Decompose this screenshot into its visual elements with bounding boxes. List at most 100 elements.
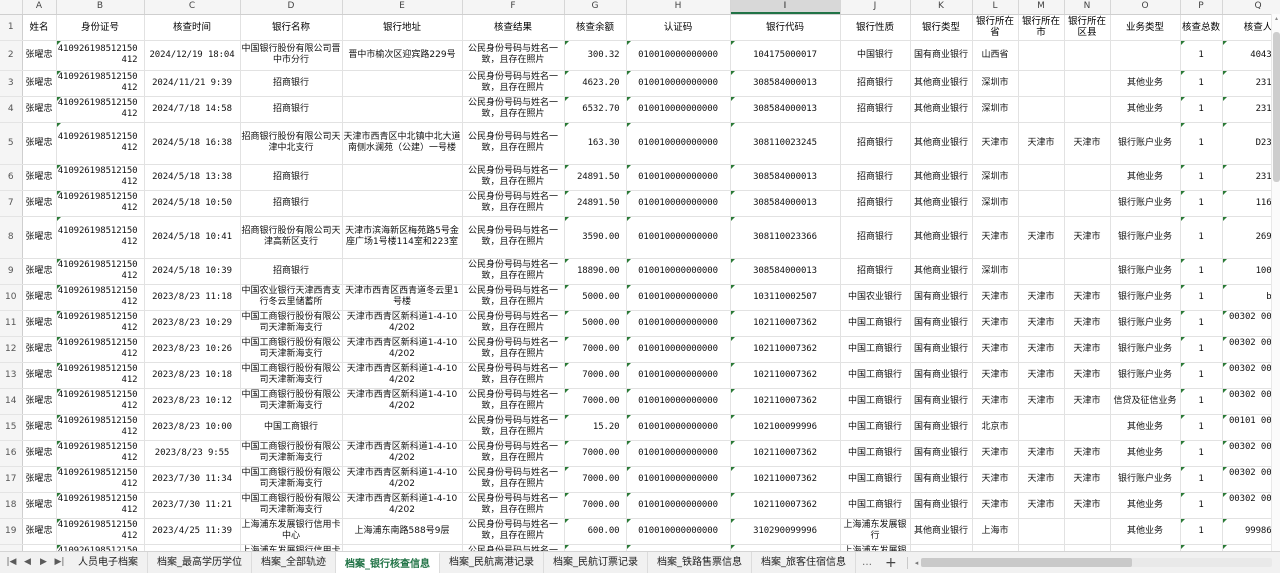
data-cell[interactable]: 00302 00736 0 [1222, 466, 1280, 493]
table-row[interactable]: 4 张曜忠 410926198512150412 2024/7/18 14:58 招商银… [0, 96, 1280, 123]
data-cell[interactable]: 2023/7/30 11:21 [144, 492, 241, 519]
data-cell[interactable]: 银行账户业务 [1110, 216, 1181, 259]
data-cell[interactable]: 张曜忠 [22, 440, 57, 467]
data-cell[interactable]: 天津市 [972, 284, 1019, 311]
data-cell[interactable] [1064, 518, 1111, 545]
data-cell[interactable]: 1 [1180, 258, 1223, 285]
data-cell[interactable]: 山西省 [972, 40, 1019, 71]
table-row[interactable]: 15 张曜忠 410926198512150412 2023/8/23 10:00 中国… [0, 414, 1280, 441]
column-header-n[interactable]: N [1064, 0, 1111, 15]
data-cell[interactable]: 2023/8/23 10:29 [144, 310, 241, 337]
data-cell[interactable]: 天津市 [972, 362, 1019, 389]
horizontal-scrollbar[interactable] [921, 558, 1272, 567]
data-cell[interactable]: 2023/8/23 10:12 [144, 388, 241, 415]
data-cell[interactable]: 116289 [1222, 190, 1280, 217]
data-cell[interactable]: 中国农业银行天津西青支行冬云里储蓄所 [240, 284, 343, 311]
data-cell[interactable]: 010010000000000 [626, 440, 731, 467]
data-cell[interactable]: 公民身份号码与姓名一致，且存在照片 [462, 216, 565, 259]
table-row[interactable]: 12 张曜忠 410926198512150412 2023/8/23 10:26 中国… [0, 336, 1280, 363]
sheet-body[interactable]: 1 姓名 身份证号 核查时间 银行名称 银行地址 核查结果 核查余额 认证码 银行代码 银行性质 银行… [0, 14, 1280, 551]
data-cell[interactable]: 公民身份号码与姓名一致，且存在照片 [462, 518, 565, 545]
data-cell[interactable] [1064, 164, 1111, 191]
data-cell[interactable]: 天津市 [1018, 310, 1065, 337]
data-cell[interactable]: 410926198512150412 [56, 122, 145, 165]
data-cell[interactable] [1018, 258, 1065, 285]
data-cell[interactable]: 其他业务 [1110, 492, 1181, 519]
row-header[interactable]: 1 [0, 14, 23, 41]
data-cell[interactable]: 300.32 [564, 40, 627, 71]
column-header-a[interactable]: A [22, 0, 57, 15]
data-cell[interactable]: 天津市西青区中北镇中北大道南侧水澜苑（公建）一号楼 [342, 122, 463, 165]
data-cell[interactable]: 天津市 [1064, 310, 1111, 337]
data-cell[interactable]: 410926198512150412 [56, 414, 145, 441]
column-title-cell[interactable]: 认证码 [626, 14, 731, 41]
data-cell[interactable]: 招商银行 [240, 190, 343, 217]
sheet-tab-7[interactable]: 档案_旅客住宿信息 [752, 551, 856, 573]
data-cell[interactable]: 2023/7/30 11:34 [144, 466, 241, 493]
data-cell[interactable] [1064, 40, 1111, 71]
data-cell[interactable]: 张曜忠 [22, 336, 57, 363]
data-cell[interactable]: 410926198512150412 [56, 284, 145, 311]
data-cell[interactable]: 308584000013 [730, 70, 841, 97]
data-cell[interactable]: 2024/5/18 10:39 [144, 258, 241, 285]
data-cell[interactable]: 银行账户业务 [1110, 258, 1181, 285]
data-cell[interactable]: 中国工商银行股份有限公司天津新海支行 [240, 388, 343, 415]
data-cell[interactable]: 其他商业银行 [910, 164, 973, 191]
column-title-cell[interactable]: 核查总数 [1180, 14, 1223, 41]
data-cell[interactable]: 中国工商银行 [840, 466, 911, 493]
table-row[interactable]: 11 张曜忠 410926198512150412 2023/8/23 10:29 中国… [0, 310, 1280, 337]
data-cell[interactable]: 公民身份号码与姓名一致，且存在照片 [462, 190, 565, 217]
data-cell[interactable]: 00302 00736 0 [1222, 440, 1280, 467]
sheet-tab-4[interactable]: 档案_民航离港记录 [440, 551, 544, 573]
data-cell[interactable]: 410926198512150412 [56, 336, 145, 363]
data-cell[interactable]: 269753 [1222, 216, 1280, 259]
data-cell[interactable]: 410926198512150412 [56, 216, 145, 259]
data-cell[interactable]: 010010000000000 [626, 414, 731, 441]
data-cell[interactable]: 天津市 [1064, 388, 1111, 415]
data-cell[interactable]: 010010000000000 [626, 310, 731, 337]
data-cell[interactable]: 国有商业银行 [910, 336, 973, 363]
data-cell[interactable]: 410926198512150412 [56, 440, 145, 467]
data-cell[interactable]: 天津市 [1064, 336, 1111, 363]
row-header[interactable]: 19 [0, 518, 23, 545]
data-cell[interactable]: 102100099996 [730, 414, 841, 441]
data-cell[interactable]: 231357 [1222, 164, 1280, 191]
data-cell[interactable]: 天津市西青区新科道1-4-104/202 [342, 388, 463, 415]
data-cell[interactable]: 银行账户业务 [1110, 466, 1181, 493]
data-cell[interactable]: 天津市西青区新科道1-4-104/202 [342, 336, 463, 363]
data-cell[interactable]: 00302 00736 0 [1222, 388, 1280, 415]
data-cell[interactable]: 公民身份号码与姓名一致，且存在照片 [462, 466, 565, 493]
column-header-j[interactable]: J [840, 0, 911, 15]
data-cell[interactable]: 2023/4/25 11:21 [144, 544, 241, 551]
data-cell[interactable]: 中国工商银行股份有限公司天津新海支行 [240, 492, 343, 519]
data-cell[interactable]: 1 [1180, 518, 1223, 545]
data-cell[interactable]: 2023/8/23 11:18 [144, 284, 241, 311]
data-cell[interactable]: 公民身份号码与姓名一致，且存在照片 [462, 96, 565, 123]
data-cell[interactable]: 其他商业银行 [910, 96, 973, 123]
data-cell[interactable]: 天津市 [1064, 492, 1111, 519]
data-cell[interactable]: 1 [1180, 336, 1223, 363]
data-cell[interactable]: 7000.00 [564, 466, 627, 493]
data-cell[interactable]: 2024/5/18 10:50 [144, 190, 241, 217]
data-cell[interactable]: 410926198512150412 [56, 70, 145, 97]
data-cell[interactable]: 招商银行 [840, 190, 911, 217]
data-cell[interactable]: 招商银行 [840, 216, 911, 259]
data-cell[interactable] [1064, 258, 1111, 285]
prev-sheet-icon[interactable]: ◀ [24, 557, 31, 567]
data-cell[interactable]: 公民身份号码与姓名一致，且存在照片 [462, 336, 565, 363]
data-cell[interactable]: 4043502 [1222, 40, 1280, 71]
data-cell[interactable]: 天津市西青区新科道1-4-104/202 [342, 492, 463, 519]
data-cell[interactable]: 2023/8/23 10:26 [144, 336, 241, 363]
data-cell[interactable]: 100609 [1222, 258, 1280, 285]
data-cell[interactable]: 银行账户业务 [1110, 122, 1181, 165]
data-cell[interactable]: 103110002507 [730, 284, 841, 311]
data-cell[interactable]: 上海浦东发展银行信用卡中心 [240, 518, 343, 545]
data-cell[interactable]: 1 [1180, 414, 1223, 441]
data-cell[interactable]: 其他业务 [1110, 518, 1181, 545]
data-cell[interactable]: 中国工商银行 [840, 310, 911, 337]
data-cell[interactable]: 308584000013 [730, 258, 841, 285]
data-cell[interactable]: 410926198512150412 [56, 388, 145, 415]
data-cell[interactable]: 308110023245 [730, 122, 841, 165]
data-cell[interactable]: 7000.00 [564, 362, 627, 389]
data-cell[interactable]: 410926198512150412 [56, 164, 145, 191]
